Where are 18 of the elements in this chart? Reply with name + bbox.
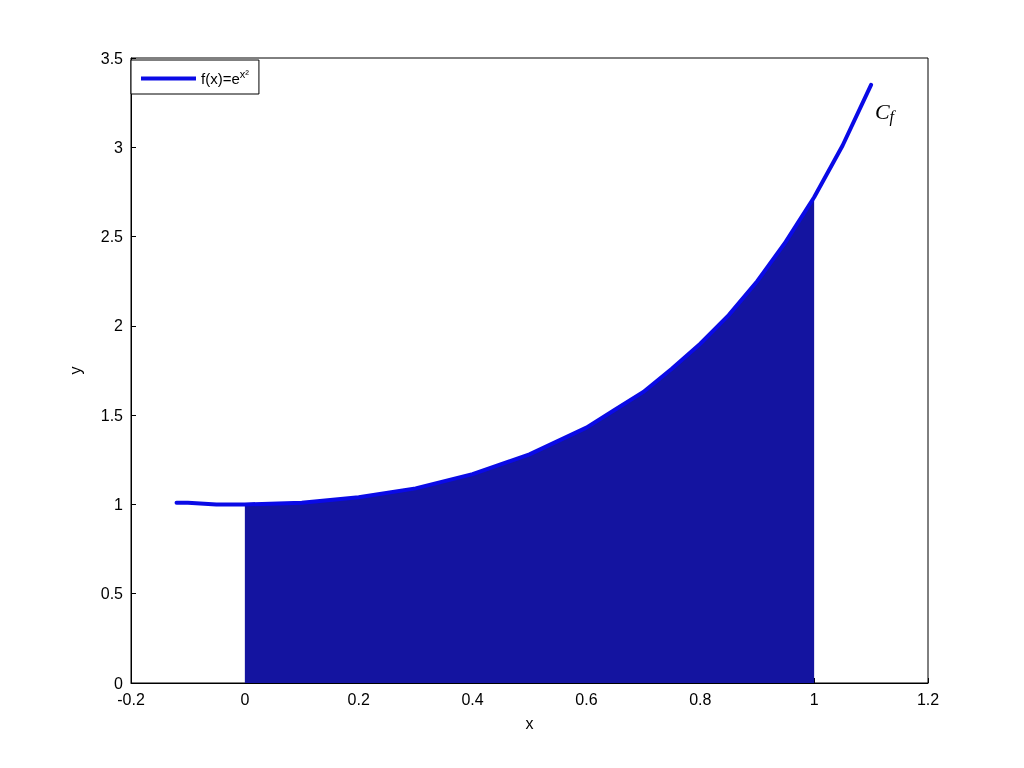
x-tick-label: 1 [809,690,819,708]
y-tick-label: 1.5 [100,406,124,424]
y-axis-title: y [66,366,84,375]
y-tick-label: 1 [114,495,124,513]
y-tick-label: 2 [114,317,124,335]
x-tick-label: 0 [240,690,250,708]
y-tick-label: 2.5 [100,228,124,246]
y-tick-label: 0.5 [100,585,124,603]
y-tick-label: 3.5 [100,49,124,67]
x-axis-title: x [525,714,534,732]
y-tick-label: 3 [114,138,124,156]
x-tick-label: 0.2 [347,690,370,708]
x-tick-label: 0.6 [575,690,598,708]
x-tick-label: 0.8 [689,690,712,708]
x-tick-label: 1.2 [916,690,940,708]
y-tick-label: 0 [114,674,124,692]
x-tick-label: 0.4 [461,690,484,708]
x-tick-label: -0.2 [117,690,145,708]
